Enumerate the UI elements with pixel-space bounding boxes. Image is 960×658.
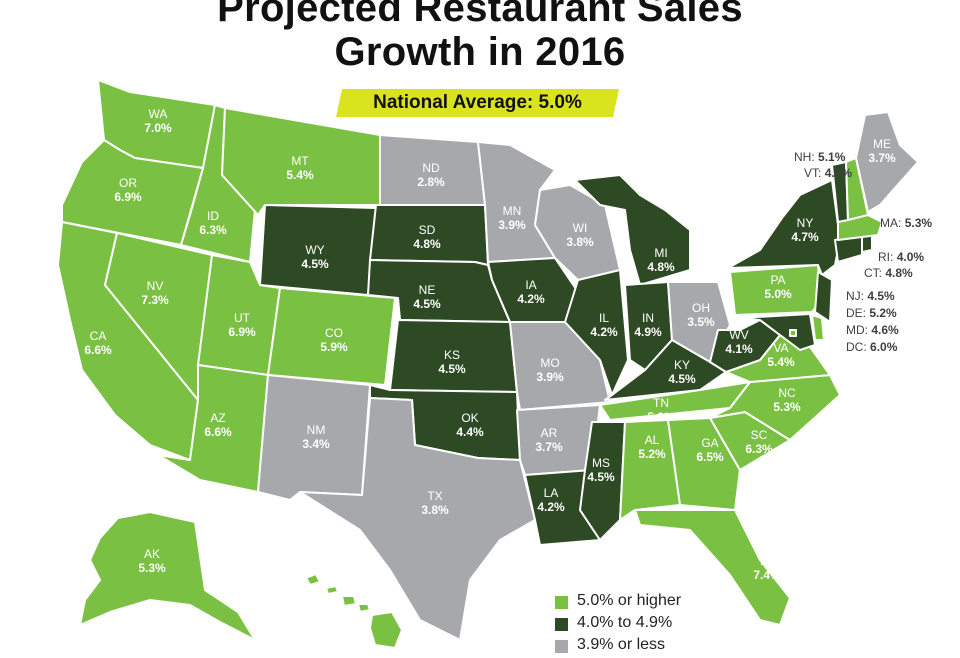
state-ME — [855, 111, 919, 213]
state-MD — [739, 313, 816, 351]
label-KY: KY 4.5% — [668, 358, 696, 386]
label-NY: NY 4.7% — [791, 216, 819, 244]
label-CT: CT: 4.8% — [864, 266, 913, 280]
label-UT: UT 6.9% — [228, 311, 256, 339]
label-WA: WA 7.0% — [144, 107, 172, 135]
label-MS: MS 4.5% — [587, 456, 615, 484]
label-MO: MO 3.9% — [536, 356, 564, 384]
state-TX — [299, 397, 536, 641]
label-MD: MD: 4.6% — [846, 323, 899, 337]
label-CA: CA 6.6% — [84, 329, 112, 357]
label-IN: IN 4.9% — [634, 311, 662, 339]
label-HI: HI 5.1% — [326, 616, 354, 644]
label-TN: TN 5.3% — [647, 396, 675, 424]
label-MI: MI 4.8% — [647, 246, 675, 274]
label-SD: SD 4.8% — [413, 223, 441, 251]
label-SC: SC 6.3% — [745, 428, 773, 456]
label-NC: NC 5.3% — [773, 386, 801, 414]
legend-label-mid: 4.0% to 4.9% — [577, 614, 673, 631]
state-FL — [634, 509, 791, 626]
label-AL: AL 5.2% — [638, 433, 666, 461]
state-DE — [811, 314, 825, 341]
label-MT: MT 5.4% — [286, 154, 314, 182]
state-NH — [845, 157, 869, 221]
label-ID: ID 6.3% — [199, 209, 227, 237]
state-HI — [305, 573, 403, 649]
legend-swatch-low — [555, 640, 568, 653]
label-PA: PA 5.0% — [764, 273, 792, 301]
label-NJ: NJ: 4.5% — [846, 289, 895, 303]
chart-title: Projected Restaurant Sales Growth in 201… — [0, 0, 960, 74]
state-NJ — [814, 271, 833, 323]
label-NH: NH: 5.1% — [794, 150, 846, 164]
label-VT: VT: 4.0% — [804, 166, 852, 180]
label-DE: DE: 5.2% — [846, 306, 897, 320]
label-AZ: AZ 6.6% — [204, 411, 232, 439]
legend-swatch-high — [555, 596, 568, 609]
label-IA: IA 4.2% — [517, 278, 545, 306]
national-average-text: National Average: 5.0% — [373, 92, 582, 113]
label-DC: DC: 6.0% — [846, 340, 898, 354]
label-LA: LA 4.2% — [537, 486, 565, 514]
label-GA: GA 6.5% — [696, 436, 724, 464]
label-MA: MA: 5.3% — [880, 216, 932, 230]
state-CO — [267, 287, 396, 386]
label-WI: WI 3.8% — [566, 221, 594, 249]
state-GA — [667, 417, 741, 511]
state-MI — [574, 174, 691, 286]
title-line-2: Growth in 2016 — [334, 30, 626, 74]
legend-label-high: 5.0% or higher — [577, 592, 682, 609]
label-ND: ND 2.8% — [417, 161, 445, 189]
label-ME: ME 3.7% — [868, 137, 896, 165]
label-AR: AR 3.7% — [535, 426, 563, 454]
title-line-1: Projected Restaurant Sales — [217, 0, 743, 30]
legend-swatch-mid — [555, 618, 568, 631]
state-DC — [789, 329, 797, 337]
state-NY — [727, 179, 841, 276]
state-AL — [619, 419, 681, 521]
label-FL: FL 7.4% — [753, 554, 781, 582]
label-TX: TX 3.8% — [421, 489, 449, 517]
legend-label-low: 3.9% or less — [577, 636, 666, 653]
label-RI: RI: 4.0% — [878, 250, 924, 264]
label-WV: WV 4.1% — [725, 328, 753, 356]
label-MN: MN 3.9% — [498, 204, 526, 232]
label-NV: NV 7.3% — [141, 279, 169, 307]
label-KS: KS 4.5% — [438, 348, 466, 376]
label-OH: OH 3.5% — [687, 301, 715, 329]
label-CO: CO 5.9% — [320, 326, 348, 354]
label-OR: OR 6.9% — [114, 176, 142, 204]
label-AK: AK 5.3% — [138, 547, 166, 575]
state-AK — [79, 511, 256, 641]
label-WY: WY 4.5% — [301, 243, 329, 271]
label-NM: NM 3.4% — [302, 423, 330, 451]
label-NE: NE 4.5% — [413, 283, 441, 311]
label-OK: OK 4.4% — [456, 411, 484, 439]
label-IL: IL 4.2% — [590, 311, 618, 339]
label-VA: VA 5.4% — [767, 341, 795, 369]
